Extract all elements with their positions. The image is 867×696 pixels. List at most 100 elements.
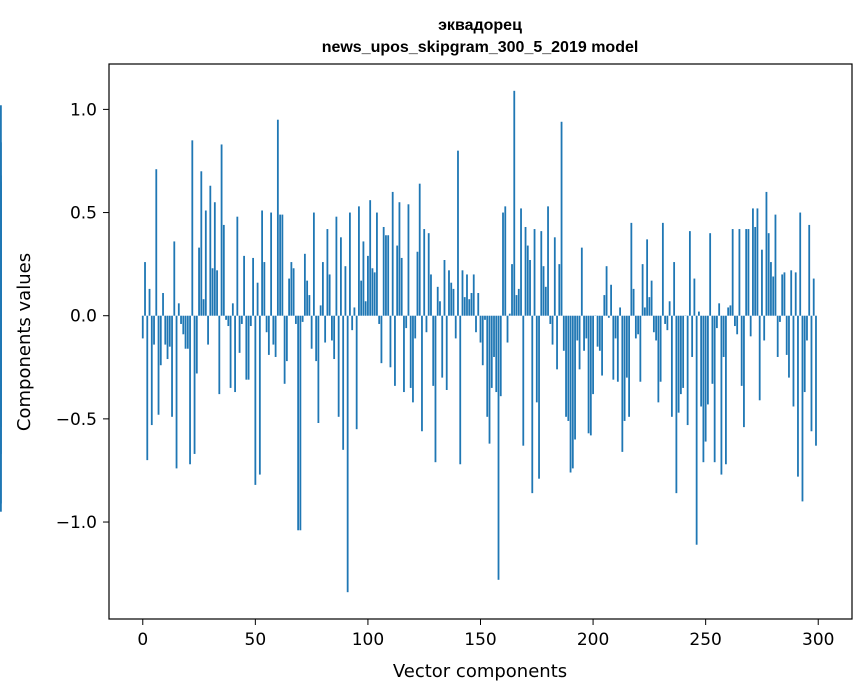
bar-182 xyxy=(551,315,554,345)
bar-50 xyxy=(254,315,257,485)
bar-141 xyxy=(459,315,462,465)
bar-56 xyxy=(267,315,270,355)
bar-281 xyxy=(774,214,777,316)
bar-242 xyxy=(686,315,689,426)
bar-40 xyxy=(231,303,234,316)
bar-105 xyxy=(378,315,381,324)
bar-145 xyxy=(468,299,471,316)
bar-72 xyxy=(303,253,306,316)
bar-28 xyxy=(204,210,207,316)
bar-80 xyxy=(321,262,324,316)
bar-128 xyxy=(430,274,432,316)
bar-95 xyxy=(355,315,358,430)
bar-196 xyxy=(583,315,585,351)
bar-70 xyxy=(299,315,302,531)
bar-216 xyxy=(628,315,630,417)
bar-268 xyxy=(745,229,748,316)
bar-113 xyxy=(396,245,399,316)
bar-119 xyxy=(409,315,412,388)
bar-265 xyxy=(738,229,741,316)
bar-294 xyxy=(803,315,806,393)
bar-135 xyxy=(445,315,448,390)
bar-194 xyxy=(578,315,581,370)
bar-258 xyxy=(722,315,725,357)
bar-102 xyxy=(371,268,374,316)
bar-31 xyxy=(211,268,214,316)
bar-199 xyxy=(589,315,592,436)
bar-225 xyxy=(648,297,651,316)
bar-198 xyxy=(587,315,590,434)
bar-51 xyxy=(256,282,259,316)
bar-75 xyxy=(310,315,313,349)
bar-212 xyxy=(619,307,621,316)
bar-97 xyxy=(360,280,363,316)
bar-68 xyxy=(294,315,297,324)
bar-231 xyxy=(661,222,664,316)
bar-101 xyxy=(369,200,372,316)
bar-13 xyxy=(171,315,173,417)
chart-subtitle: news_upos_skipgram_300_5_2019 model xyxy=(322,39,639,56)
bar-140 xyxy=(457,150,459,316)
bar-60 xyxy=(276,119,279,316)
bar-189 xyxy=(567,315,570,421)
bar-239 xyxy=(679,315,682,395)
bar-251 xyxy=(707,315,709,405)
bar-17 xyxy=(180,315,182,324)
bar-152 xyxy=(484,315,486,320)
bar-280 xyxy=(772,276,775,316)
bar-162 xyxy=(506,315,509,343)
bar-150 xyxy=(479,315,482,343)
bar-266 xyxy=(740,315,743,386)
bar-38 xyxy=(227,315,230,327)
bar-287 xyxy=(788,315,790,378)
bar-226 xyxy=(650,280,653,316)
bar-282 xyxy=(776,315,779,357)
bar-232 xyxy=(664,315,667,324)
bar-284 xyxy=(781,274,784,316)
bar-168 xyxy=(520,208,522,316)
bar-163 xyxy=(508,313,511,316)
y-tick-label: 0.0 xyxy=(70,307,97,327)
bar-206 xyxy=(605,266,608,316)
bar-37 xyxy=(225,315,227,320)
bar-183 xyxy=(553,237,556,316)
bar-267 xyxy=(743,315,745,428)
bar-286 xyxy=(785,315,788,355)
x-tick-label: 250 xyxy=(689,630,721,650)
bar-21 xyxy=(189,315,191,465)
bar-undefined xyxy=(0,315,2,382)
bar-142 xyxy=(461,270,464,316)
bar-279 xyxy=(770,262,772,316)
bar-49 xyxy=(252,257,254,316)
y-tick-label: 1.0 xyxy=(70,100,97,120)
bar-235 xyxy=(670,315,673,417)
bar-209 xyxy=(612,315,615,380)
bar-169 xyxy=(522,315,525,446)
bar-262 xyxy=(731,229,734,316)
bar-138 xyxy=(452,288,455,316)
y-tick-label: 0.5 xyxy=(70,204,97,224)
bar-24 xyxy=(195,315,198,374)
bar-126 xyxy=(425,315,428,333)
bar-115 xyxy=(400,257,403,316)
bar-172 xyxy=(529,260,531,316)
bar-161 xyxy=(504,206,507,316)
y-tick-label: −0.5 xyxy=(56,410,97,430)
bar-116 xyxy=(403,315,405,393)
bar-133 xyxy=(441,315,444,378)
y-axis-label: Components values xyxy=(14,253,35,431)
bar-71 xyxy=(301,315,304,322)
bar-296 xyxy=(808,224,811,316)
bar-78 xyxy=(317,315,320,423)
bar-46 xyxy=(245,315,248,380)
bar-185 xyxy=(558,264,561,316)
bar-193 xyxy=(576,315,579,341)
bar-45 xyxy=(243,255,245,316)
bar-187 xyxy=(562,315,565,351)
bar-257 xyxy=(720,315,723,475)
bar-98 xyxy=(362,241,365,316)
bar-174 xyxy=(533,229,536,316)
bar-271 xyxy=(752,208,754,316)
bar-9 xyxy=(162,293,164,316)
